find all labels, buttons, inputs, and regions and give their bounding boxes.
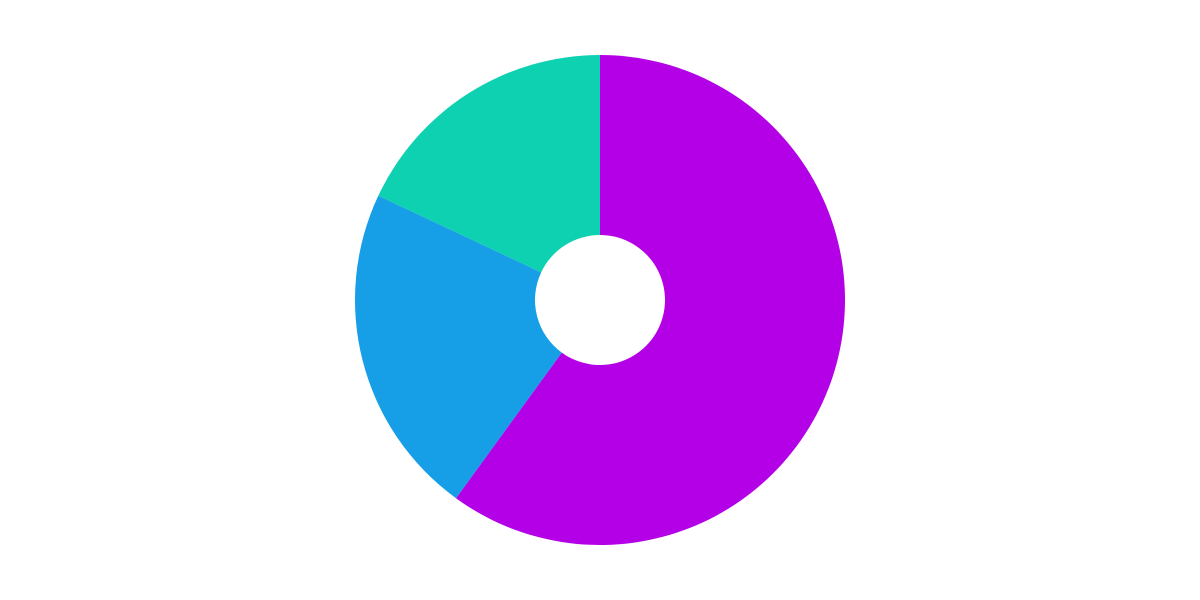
donut-chart <box>0 0 1200 600</box>
donut-chart-svg <box>0 0 1200 600</box>
